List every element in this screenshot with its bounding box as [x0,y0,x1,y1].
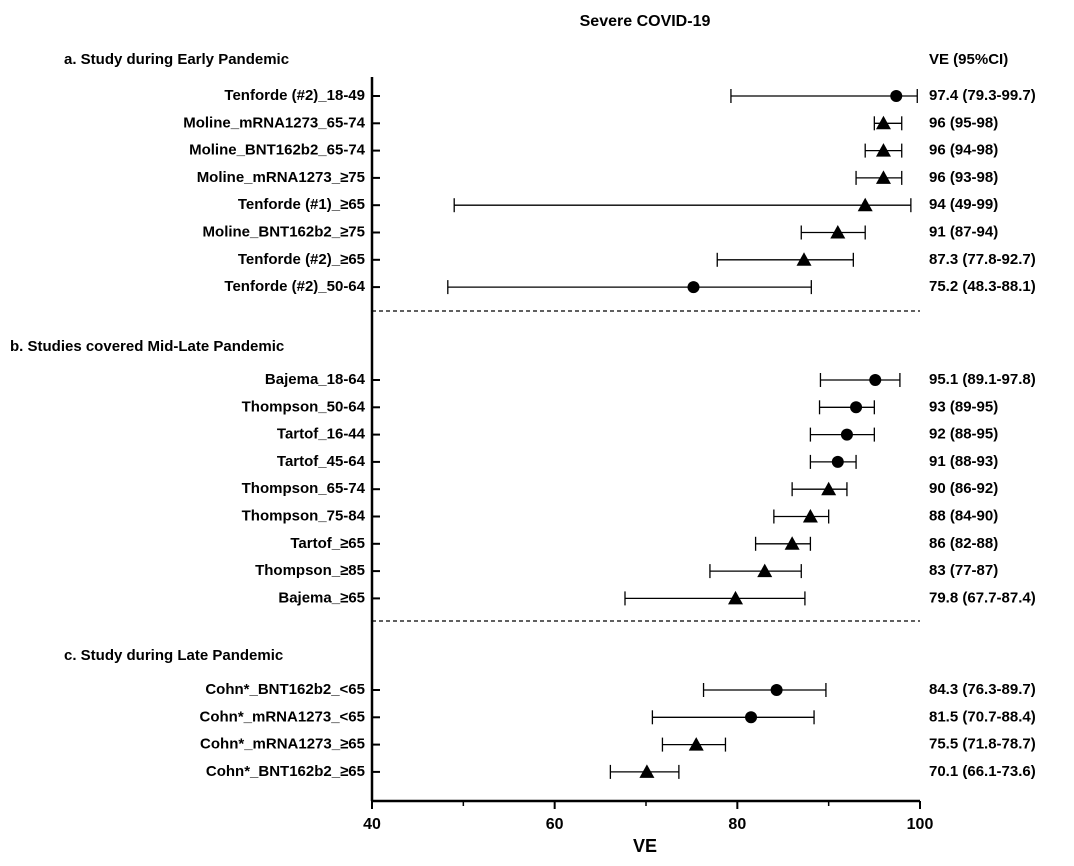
point-estimate-triangle [728,590,744,605]
ve-ci-value: 75.2 (48.3-88.1) [929,278,1036,295]
point-estimate-circle [687,281,700,294]
point-estimate-triangle [796,252,812,266]
point-estimate-triangle [875,115,891,130]
point-estimate-triangle [757,563,773,578]
ve-ci-header: VE (95%CI) [929,51,1008,68]
row-label: Moline_BNT162b2_65-74 [189,142,366,159]
row-label: Tartof_≥65 [290,535,365,552]
ve-ci-value: 92 (88-95) [929,426,998,443]
point-estimate-circle [840,428,853,441]
ve-ci-value: 90 (86-92) [929,480,998,497]
point-estimate-circle [770,684,783,696]
point-estimate-triangle [875,143,891,157]
point-estimate-triangle [821,481,837,496]
chart-title: Severe COVID-19 [580,13,711,30]
row-label: Moline_mRNA1273_65-74 [183,114,365,131]
ve-ci-value: 96 (93-98) [929,169,998,186]
row-label: Tartof_16-44 [277,426,366,443]
row-label: Tenforde (#2)_≥65 [238,251,365,268]
row-label: Cohn*_BNT162b2_<65 [205,681,365,698]
point-estimate-triangle [784,536,800,550]
point-estimate-circle [831,455,844,468]
row-label: Tartof_45-64 [277,453,366,470]
section-title: a. Study during Early Pandemic [64,51,289,68]
row-label: Thompson_50-64 [242,398,366,415]
row-label: Cohn*_mRNA1273_<65 [200,708,366,725]
row-label: Bajema_18-64 [265,371,366,388]
ve-ci-value: 97.4 (79.3-99.7) [929,87,1036,104]
row-label: Moline_BNT162b2_≥75 [203,223,365,240]
row-label: Tenforde (#2)_18-49 [224,87,365,104]
ve-ci-value: 95.1 (89.1-97.8) [929,371,1036,388]
point-estimate-triangle [688,737,704,751]
ve-ci-value: 94 (49-99) [929,196,998,213]
ve-ci-value: 91 (88-93) [929,453,998,470]
point-estimate-triangle [802,509,818,523]
point-estimate-circle [890,90,903,102]
chart-body: 40 60 80 100 a. Study during Early Pandemic T… [10,51,1036,833]
ve-ci-value: 84.3 (76.3-89.7) [929,681,1036,698]
section-title: c. Study during Late Pandemic [64,647,283,664]
ve-ci-value: 96 (95-98) [929,114,998,131]
ve-ci-value: 70.1 (66.1-73.6) [929,763,1036,780]
x-tick-label: 100 [907,816,934,833]
ve-ci-value: 96 (94-98) [929,142,998,159]
point-estimate-triangle [857,197,873,212]
row-label: Cohn*_BNT162b2_≥65 [206,763,365,780]
ve-ci-value: 88 (84-90) [929,507,998,524]
ve-ci-value: 93 (89-95) [929,398,998,415]
x-tick-label: 80 [728,816,746,833]
x-tick-label: 40 [363,816,381,833]
row-label: Cohn*_mRNA1273_≥65 [200,736,365,753]
row-label: Moline_mRNA1273_≥75 [197,169,365,186]
x-axis-label: VE [633,836,657,856]
x-tick-label: 60 [546,816,564,833]
ve-ci-value: 83 (77-87) [929,562,998,579]
section-title: b. Studies covered Mid-Late Pandemic [10,338,284,355]
row-label: Thompson_65-74 [242,480,366,497]
point-estimate-triangle [875,170,891,184]
row-label: Tenforde (#2)_50-64 [224,278,365,295]
ve-ci-value: 91 (87-94) [929,223,998,240]
point-estimate-triangle [830,225,846,239]
point-estimate-circle [745,711,758,724]
ve-ci-value: 87.3 (77.8-92.7) [929,251,1036,268]
row-label: Thompson_75-84 [242,507,366,524]
ve-ci-value: 75.5 (71.8-78.7) [929,736,1036,753]
point-estimate-circle [869,374,882,386]
point-estimate-circle [850,401,863,414]
row-label: Thompson_≥85 [255,562,365,579]
point-estimate-triangle [639,764,655,778]
row-label: Tenforde (#1)_≥65 [238,196,365,213]
ve-ci-value: 81.5 (70.7-88.4) [929,708,1036,725]
ve-ci-value: 86 (82-88) [929,535,998,552]
ve-ci-value: 79.8 (67.7-87.4) [929,589,1036,606]
row-label: Bajema_≥65 [278,589,365,606]
